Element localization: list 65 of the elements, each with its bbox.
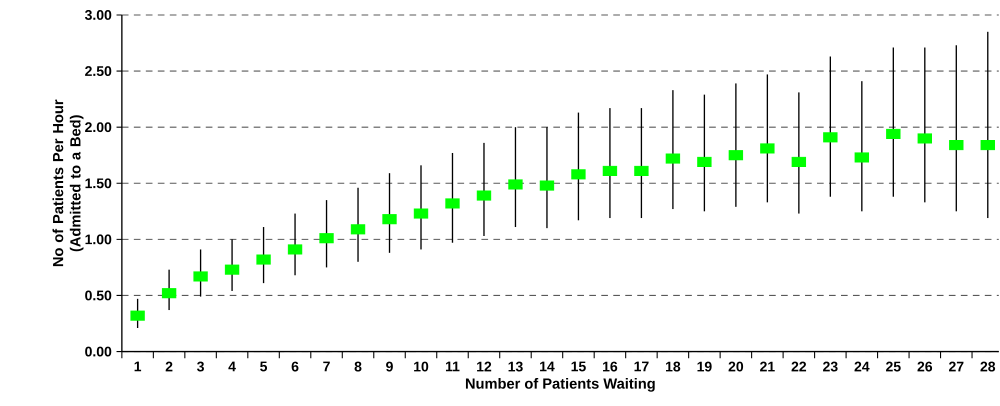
- point: [571, 169, 586, 180]
- x-tick-label: 10: [414, 362, 428, 372]
- y-tick-label: 1.50: [85, 178, 112, 188]
- x-tick-label: 1: [134, 362, 142, 372]
- point: [319, 233, 334, 244]
- x-tick-label: 22: [792, 362, 806, 372]
- point: [823, 132, 838, 143]
- point: [949, 140, 964, 150]
- x-tick-label: 15: [572, 362, 586, 372]
- point: [697, 157, 712, 168]
- point: [602, 166, 618, 176]
- x-tick-label: 18: [666, 362, 680, 372]
- x-tick-label: 26: [918, 362, 932, 372]
- x-tick-label: 14: [540, 362, 555, 372]
- point: [918, 134, 932, 144]
- y-tick-label: 2.50: [85, 66, 112, 76]
- point: [288, 244, 302, 255]
- x-tick-label: 8: [354, 362, 362, 372]
- x-tick-label: 17: [634, 362, 649, 372]
- point: [666, 154, 680, 164]
- point: [382, 214, 397, 224]
- x-tick-label: 25: [886, 362, 901, 372]
- point: [540, 180, 554, 191]
- point: [224, 264, 240, 275]
- point: [792, 157, 806, 168]
- x-axis-title: Number of Patients Waiting: [466, 378, 655, 392]
- x-tick-label: 12: [477, 362, 492, 372]
- x-tick-label: 23: [823, 362, 838, 372]
- x-tick-label: 13: [508, 362, 523, 372]
- x-tick-label: 28: [980, 362, 996, 372]
- point: [476, 190, 492, 201]
- point: [414, 208, 428, 219]
- point: [760, 144, 775, 154]
- x-tick-label: 5: [260, 362, 268, 372]
- point: [256, 254, 271, 265]
- point: [130, 310, 145, 321]
- x-tick-label: 24: [854, 362, 870, 372]
- point: [445, 198, 460, 209]
- x-tick-label: 3: [197, 362, 204, 372]
- x-tick-label: 7: [323, 362, 330, 372]
- x-tick-label: 11: [446, 362, 460, 372]
- x-tick-label: 21: [760, 362, 775, 372]
- point: [980, 140, 995, 150]
- y-axis-title: No of Patients Per Hour (Admitted to a Bed): [52, 100, 84, 266]
- point: [728, 150, 744, 161]
- point: [886, 129, 901, 140]
- point: [634, 166, 649, 176]
- point: [854, 152, 870, 163]
- x-tick-label: 27: [949, 362, 964, 372]
- point: [350, 224, 366, 235]
- y-tick-label: 0.00: [85, 346, 112, 357]
- y-tick-label: 3.00: [84, 10, 112, 20]
- y-tick-label: 1.00: [85, 234, 112, 245]
- x-tick-label: 16: [603, 362, 618, 372]
- x-tick-label: 20: [728, 362, 744, 372]
- x-tick-label: 19: [697, 362, 712, 372]
- y-tick-label: 2.00: [85, 122, 112, 132]
- x-tick-label: 2: [166, 362, 172, 372]
- y-tick-label: 0.50: [85, 290, 112, 301]
- point: [193, 272, 208, 282]
- point: [508, 180, 523, 190]
- x-tick-label: 4: [228, 362, 236, 372]
- x-tick-label: 9: [386, 362, 393, 372]
- x-tick-label: 6: [292, 362, 298, 372]
- point: [162, 288, 176, 299]
